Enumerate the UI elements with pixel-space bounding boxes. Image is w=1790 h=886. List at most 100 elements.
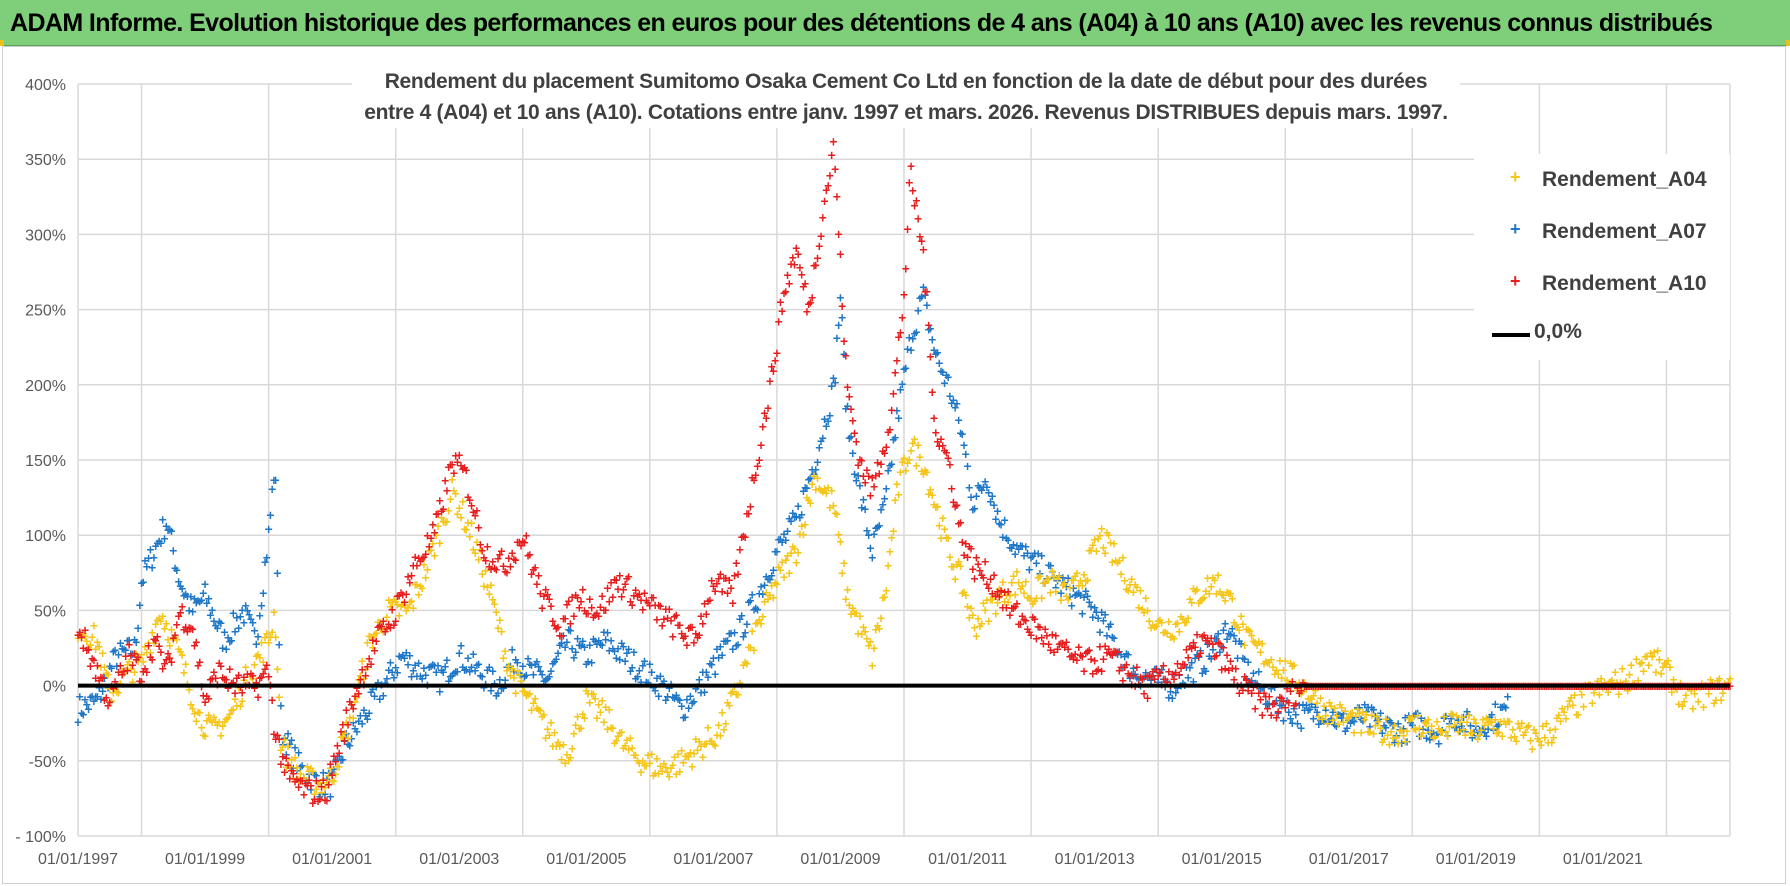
point-Rendement_A04: + xyxy=(529,696,537,711)
point-Rendement_A07: + xyxy=(649,681,657,696)
point-Rendement_A04: + xyxy=(1712,693,1720,708)
point-Rendement_A04: + xyxy=(108,695,116,710)
point-Rendement_A07: + xyxy=(1299,698,1307,713)
point-Rendement_A04: + xyxy=(515,668,523,683)
point-Rendement_A04: + xyxy=(1290,658,1298,673)
point-Rendement_A07: + xyxy=(792,510,800,525)
point-Rendement_A04: + xyxy=(1059,578,1067,593)
point-Rendement_A04: + xyxy=(1357,726,1365,741)
point-Rendement_A10: + xyxy=(904,223,912,238)
point-Rendement_A04: + xyxy=(212,715,220,730)
point-Rendement_A04: + xyxy=(886,545,894,560)
point-Rendement_A10: + xyxy=(335,747,343,762)
point-Rendement_A07: + xyxy=(1470,725,1478,740)
point-Rendement_A07: + xyxy=(884,464,892,479)
point-Rendement_A04: + xyxy=(1161,626,1169,641)
point-Rendement_A10: + xyxy=(199,689,207,704)
point-Rendement_A07: + xyxy=(1170,668,1178,683)
point-Rendement_A07: + xyxy=(588,656,596,671)
point-Rendement_A04: + xyxy=(189,702,197,717)
point-Rendement_A10: + xyxy=(210,665,218,680)
point-Rendement_A04: + xyxy=(300,771,308,786)
point-Rendement_A07: + xyxy=(1274,707,1282,722)
point-Rendement_A07: + xyxy=(842,402,850,417)
point-Rendement_A04: + xyxy=(148,626,156,641)
x-tick-label: 01/01/2003 xyxy=(419,851,499,868)
point-Rendement_A07: + xyxy=(1036,567,1044,582)
point-Rendement_A04: + xyxy=(1571,689,1579,704)
point-Rendement_A07: + xyxy=(254,630,262,645)
point-Rendement_A10: + xyxy=(658,619,666,634)
point-Rendement_A10: + xyxy=(191,639,199,654)
point-Rendement_A07: + xyxy=(545,670,553,685)
point-Rendement_A04: + xyxy=(305,765,313,780)
point-Rendement_A07: + xyxy=(318,788,326,803)
point-Rendement_A04: + xyxy=(222,712,230,727)
point-Rendement_A04: + xyxy=(918,464,926,479)
point-Rendement_A04: + xyxy=(717,729,725,744)
point-Rendement_A04: + xyxy=(623,734,631,749)
point-Rendement_A04: + xyxy=(888,531,896,546)
point-Rendement_A07: + xyxy=(312,769,320,784)
point-Rendement_A10: + xyxy=(388,603,396,618)
point-Rendement_A07: + xyxy=(662,693,670,708)
point-Rendement_A07: + xyxy=(1347,717,1355,732)
point-Rendement_A07: + xyxy=(561,640,569,655)
point-Rendement_A10: + xyxy=(376,619,384,634)
point-Rendement_A04: + xyxy=(125,655,133,670)
point-Rendement_A10: + xyxy=(406,576,414,591)
point-Rendement_A04: + xyxy=(1521,726,1529,741)
point-Rendement_A07: + xyxy=(286,738,294,753)
point-Rendement_A04: + xyxy=(1246,624,1254,639)
point-Rendement_A04: + xyxy=(741,656,749,671)
point-Rendement_A10: + xyxy=(115,665,123,680)
point-Rendement_A07: + xyxy=(709,651,717,666)
point-Rendement_A04: + xyxy=(1172,618,1180,633)
point-Rendement_A07: + xyxy=(1202,665,1210,680)
point-Rendement_A10: + xyxy=(634,589,642,604)
point-Rendement_A04: + xyxy=(341,727,349,742)
point-Rendement_A07: + xyxy=(1110,632,1118,647)
point-Rendement_A04: + xyxy=(346,711,354,726)
point-Rendement_A04: + xyxy=(408,594,416,609)
point-Rendement_A04: + xyxy=(798,519,806,534)
point-Rendement_A10: + xyxy=(886,423,894,438)
point-Rendement_A07: + xyxy=(1094,612,1102,627)
point-Rendement_A10: + xyxy=(240,670,248,685)
point-Rendement_A07: + xyxy=(1008,542,1016,557)
point-Rendement_A04: + xyxy=(630,748,638,763)
point-Rendement_A07: + xyxy=(724,634,732,649)
point-Rendement_A07: + xyxy=(657,669,665,684)
point-Rendement_A10: + xyxy=(78,630,86,645)
banner-title: ADAM Informe. Evolution historique des p… xyxy=(10,9,1713,37)
point-Rendement_A04: + xyxy=(205,709,213,724)
point-Rendement_A07: + xyxy=(1437,725,1445,740)
point-Rendement_A04: + xyxy=(95,640,103,655)
point-Rendement_A04: + xyxy=(1107,536,1115,551)
point-Rendement_A04: + xyxy=(1431,730,1439,745)
point-Rendement_A04: + xyxy=(882,584,890,599)
point-Rendement_A10: + xyxy=(822,183,830,198)
point-Rendement_A10: + xyxy=(854,459,862,474)
point-Rendement_A10: + xyxy=(799,280,807,295)
point-Rendement_A10: + xyxy=(962,537,970,552)
point-Rendement_A04: + xyxy=(429,537,437,552)
point-Rendement_A04: + xyxy=(589,687,597,702)
point-Rendement_A07: + xyxy=(627,665,635,680)
point-Rendement_A10: + xyxy=(741,530,749,545)
point-Rendement_A04: + xyxy=(1034,571,1042,586)
point-Rendement_A07: + xyxy=(609,642,617,657)
point-Rendement_A07: + xyxy=(1124,648,1132,663)
point-Rendement_A07: + xyxy=(794,499,802,514)
point-Rendement_A10: + xyxy=(586,592,594,607)
point-Rendement_A04: + xyxy=(662,761,670,776)
point-Rendement_A04: + xyxy=(334,760,342,775)
point-Rendement_A10: + xyxy=(644,596,652,611)
point-Rendement_A04: + xyxy=(1574,708,1582,723)
point-Rendement_A10: + xyxy=(980,571,988,586)
point-Rendement_A04: + xyxy=(404,601,412,616)
point-Rendement_A07: + xyxy=(1272,694,1280,709)
point-Rendement_A07: + xyxy=(990,499,998,514)
point-Rendement_A04: + xyxy=(522,689,530,704)
point-Rendement_A07: + xyxy=(768,569,776,584)
